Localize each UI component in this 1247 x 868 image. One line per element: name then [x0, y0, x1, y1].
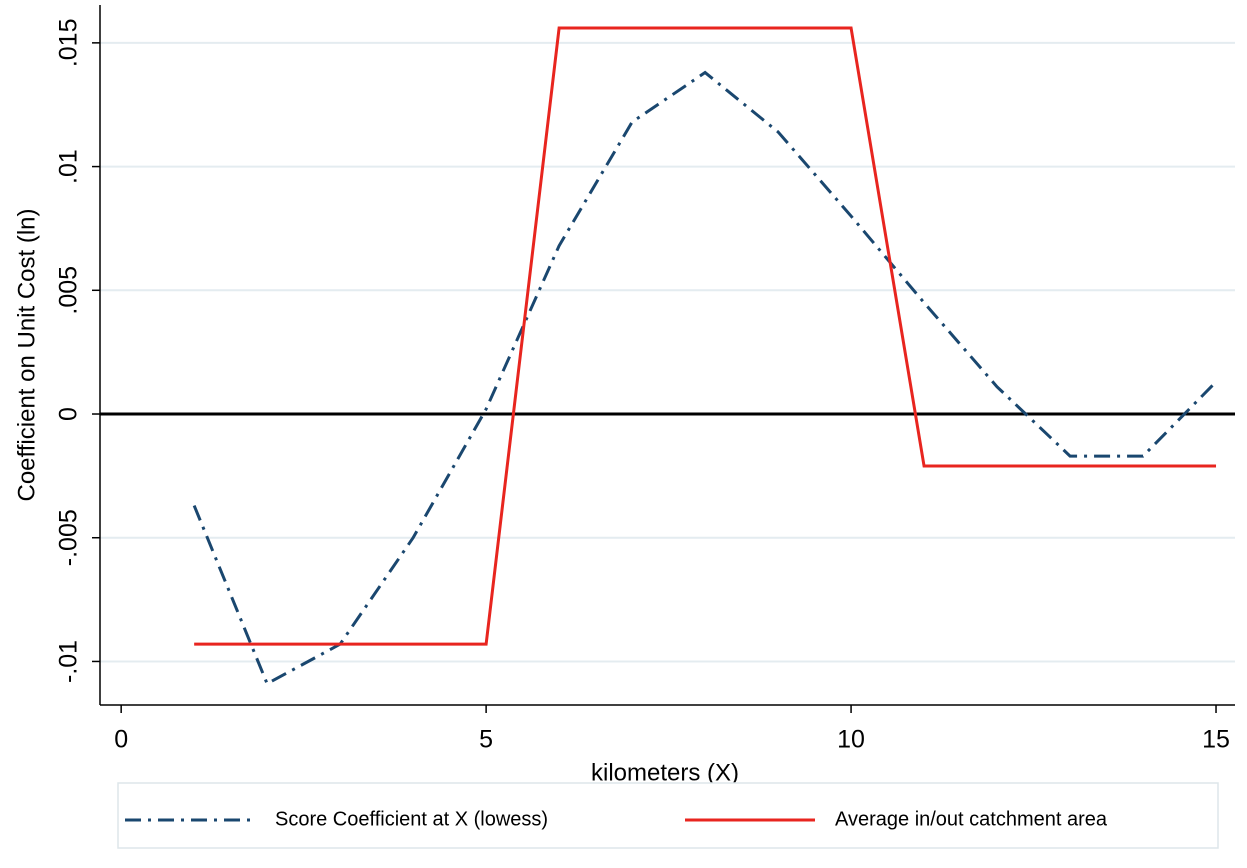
- x-tick-label: 0: [114, 726, 128, 754]
- x-axis-title: kilometers (X): [591, 759, 739, 786]
- y-tick-label: 0: [55, 407, 83, 421]
- legend-label: Score Coefficient at X (lowess): [275, 808, 548, 830]
- x-tick-label: 5: [479, 726, 493, 754]
- x-tick-label: 15: [1202, 726, 1230, 754]
- y-tick-label: -.005: [55, 509, 83, 566]
- y-tick-label: .005: [55, 266, 83, 315]
- series-line: [194, 26, 1217, 646]
- y-tick-label: .01: [55, 149, 83, 184]
- series-line: [192, 70, 1218, 686]
- y-axis-title: Coefficient on Unit Cost (ln): [13, 208, 40, 501]
- y-tick-label: .015: [55, 19, 83, 68]
- legend-box: [117, 782, 1219, 849]
- y-tick-label: -.01: [55, 640, 83, 683]
- x-tick-label: 10: [837, 726, 865, 754]
- legend-label: Average in/out catchment area: [835, 808, 1108, 830]
